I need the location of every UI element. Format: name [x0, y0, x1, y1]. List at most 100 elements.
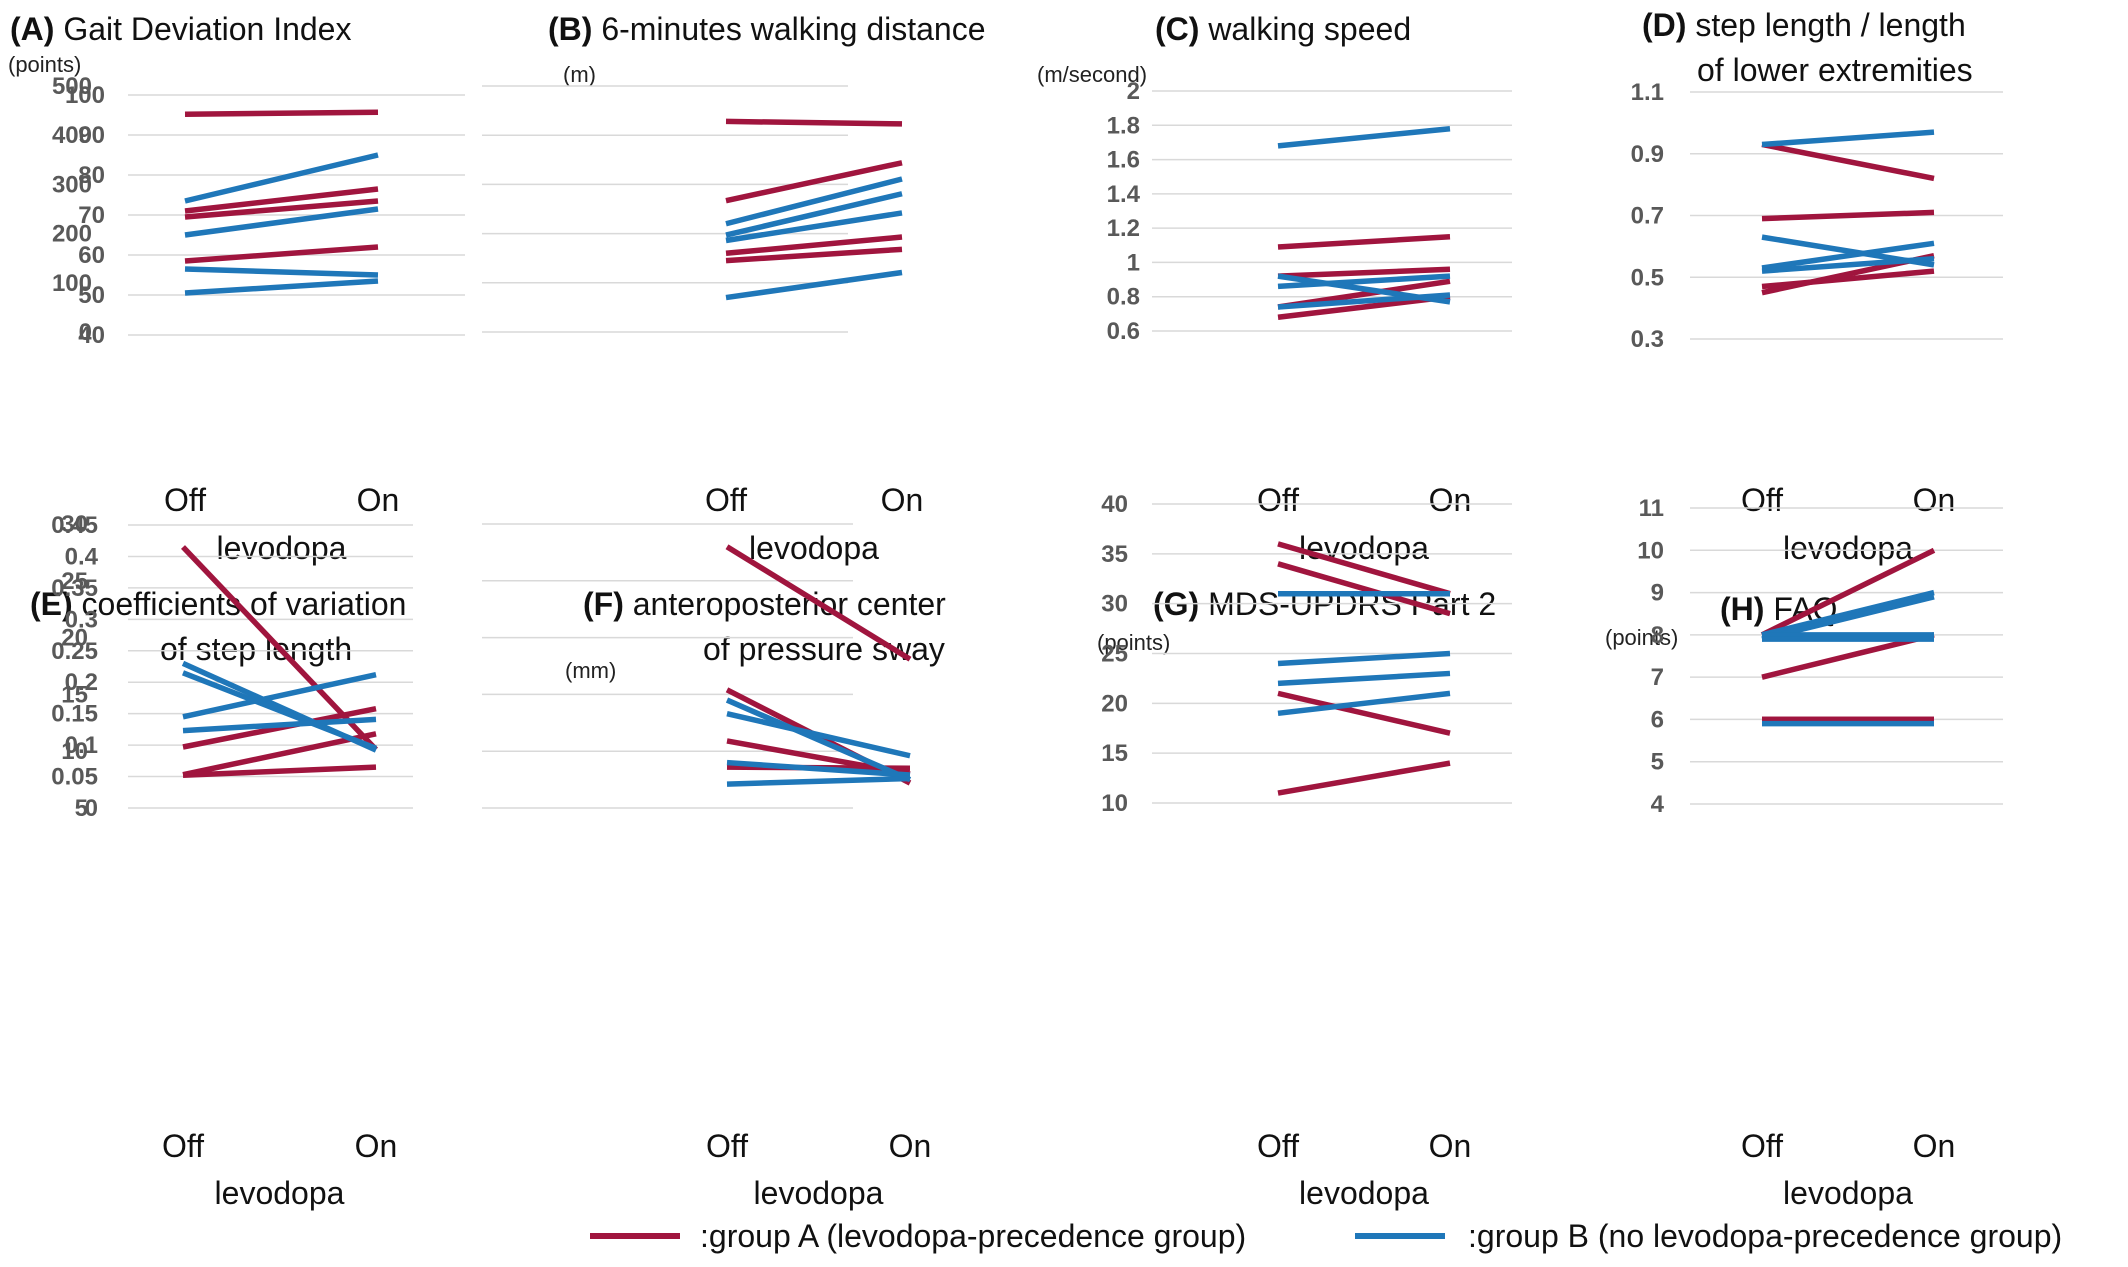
y-tick-label: 15	[61, 681, 88, 708]
y-tick-label: 30	[61, 511, 88, 538]
chart-panel-g: (G) MDS-UPDRS Part 2(points)101520253035…	[1097, 491, 1512, 1211]
legend-label-group-a: :group A (levodopa-precedence group)	[700, 1218, 1246, 1254]
series-line-group-b	[184, 266, 379, 278]
series-line-group-b	[1761, 240, 1935, 271]
legend-label-group-b: :group B (no levodopa-precedence group)	[1468, 1218, 2062, 1254]
panel-title-text: anteroposterior center	[633, 586, 946, 622]
series-line-group-a	[1277, 233, 1451, 250]
panel-letter: (C)	[1155, 11, 1208, 47]
series-line-group-b	[726, 775, 911, 787]
panel-letter: (A)	[10, 11, 63, 47]
series-line-group-a	[184, 109, 379, 117]
series-line-group-b	[1277, 125, 1451, 149]
y-tick-label: 40	[1101, 491, 1128, 518]
series-line-group-a	[725, 544, 912, 662]
series-line-group-a	[182, 705, 377, 750]
y-tick-label: 0.05	[51, 764, 98, 791]
series-line-group-b	[725, 269, 903, 301]
y-tick-label: 0.6	[1107, 318, 1140, 345]
y-tick-label: 100	[65, 82, 105, 109]
panel-title-line: of lower extremities	[1697, 52, 1973, 88]
y-tick-label: 0.1	[65, 732, 98, 759]
x-axis-label: levodopa	[1783, 530, 1913, 566]
y-tick-label: 90	[78, 122, 105, 149]
series-line-group-a	[182, 764, 377, 779]
y-tick-label: 11	[1639, 495, 1664, 522]
panel-title-text: walking speed	[1207, 11, 1411, 47]
y-tick-label: 5	[1651, 749, 1664, 776]
x-category-label: On	[1429, 482, 1472, 518]
x-axis-label: levodopa	[749, 530, 879, 566]
y-tick-label: 1.1	[1631, 79, 1664, 106]
y-tick-label: 0.25	[51, 638, 98, 665]
y-tick-label: 0.5	[1631, 264, 1664, 291]
y-tick-label: 6	[1651, 706, 1664, 733]
y-tick-label: 0	[85, 795, 98, 822]
chart-panel-c: (C) walking speed (m/second) 0.6 0.8 1 1.2 1.4…	[1037, 11, 1512, 566]
panel-title-text: Gait Deviation Index	[63, 11, 351, 47]
series-line-group-b	[182, 716, 377, 734]
x-axis-label: levodopa	[217, 530, 347, 566]
series-line-group-b	[725, 191, 903, 238]
x-category-label: On	[881, 482, 924, 518]
y-tick-label: 20	[61, 625, 88, 652]
series-line-group-a	[725, 234, 903, 257]
series-line-group-a	[1277, 760, 1451, 796]
chart-panel-a: (A) Gait Deviation Index (points) 40 50 60 70…	[8, 11, 465, 566]
y-tick-label: 0.3	[65, 606, 98, 633]
series-line-group-b	[184, 278, 379, 296]
y-axis-unit: (m)	[563, 62, 596, 87]
panel-letter: (E)	[30, 586, 82, 622]
x-axis-label: levodopa	[1299, 530, 1429, 566]
series-line-group-b	[182, 671, 377, 720]
panel-title-line: (B) 6-minutes walking distance	[548, 11, 986, 47]
panel-title-line: (F) anteroposterior center	[583, 586, 946, 622]
series-line-group-b	[1761, 255, 1935, 274]
x-category-label: Off	[164, 482, 206, 518]
series-line-group-b	[725, 176, 903, 227]
y-tick-label: 0.8	[1107, 284, 1140, 311]
y-tick-label: 1.2	[1107, 215, 1140, 242]
y-tick-label: 10	[1637, 537, 1664, 564]
series-line-group-a	[1277, 266, 1451, 279]
series-line-group-a	[725, 118, 903, 127]
x-category-label: Off	[1257, 482, 1299, 518]
y-tick-label: 0	[79, 319, 92, 346]
x-category-label: On	[357, 482, 400, 518]
y-axis-unit: (mm)	[565, 658, 616, 683]
panels-container: (A) Gait Deviation Index(points)40506070…	[8, 7, 2003, 1211]
x-category-label: On	[355, 1128, 398, 1164]
y-tick-label: 500	[52, 73, 92, 100]
series-line-group-b	[725, 210, 903, 244]
y-tick-label: 1.8	[1107, 112, 1140, 139]
y-tick-label: 25	[1101, 641, 1128, 668]
y-tick-label: 0.3	[1631, 326, 1664, 353]
y-tick-label: 15	[1101, 740, 1128, 767]
y-tick-label: 1	[1127, 249, 1140, 276]
series-line-group-a	[184, 198, 379, 220]
panel-title-line: of pressure sway	[703, 631, 945, 667]
series-line-group-b	[1761, 594, 1935, 642]
y-tick-label: 0.4	[65, 543, 99, 570]
x-axis-label: levodopa	[1299, 1175, 1429, 1211]
series-line-group-b	[1277, 670, 1451, 687]
panel-title-text: coefficients of variation	[82, 586, 407, 622]
series-line-group-b	[1761, 589, 1935, 638]
chart-panel-f: (F) anteroposterior center of pressure sw…	[61, 511, 946, 1211]
y-tick-label: 4	[1651, 791, 1665, 818]
series-line-group-a	[1761, 209, 1935, 222]
series-line-group-b	[1761, 129, 1935, 148]
y-tick-label: 60	[78, 242, 105, 269]
chart-panel-d: (D) step length / length of lower extremi…	[1631, 7, 2003, 566]
x-category-label: Off	[1257, 1128, 1299, 1164]
series-line-group-a	[1761, 141, 1935, 182]
series-line-group-b	[1277, 690, 1451, 717]
series-line-group-b	[1277, 273, 1451, 290]
y-tick-label: 0.45	[51, 512, 98, 539]
panel-title-text: 6-minutes walking distance	[601, 11, 985, 47]
series-line-group-b	[184, 152, 379, 204]
panel-letter: (D)	[1642, 7, 1695, 43]
series-line-group-b	[726, 711, 911, 759]
